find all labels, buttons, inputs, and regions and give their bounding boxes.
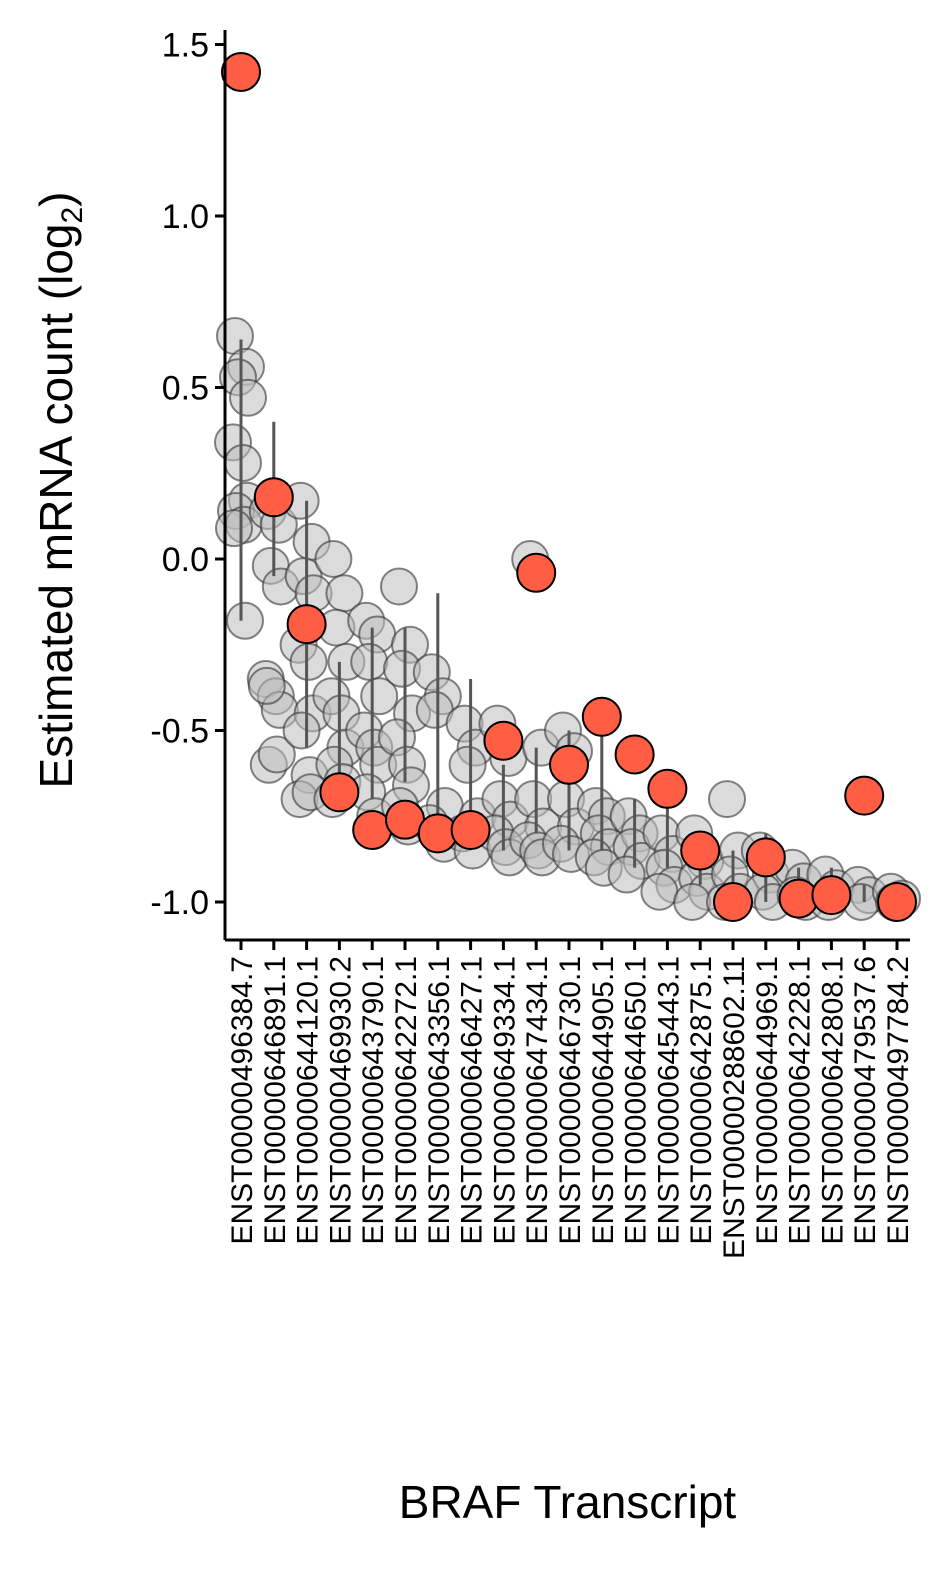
background-point <box>282 711 321 750</box>
background-point <box>215 509 253 548</box>
x-tick-label: ENST00000642272.1 <box>390 956 423 1245</box>
y-tick-label: 0.5 <box>162 370 209 408</box>
x-tick-label: ENST00000647434.1 <box>521 956 554 1245</box>
x-tick-label: ENST00000479537.6 <box>849 956 882 1245</box>
x-tick-label: ENST00000649334.1 <box>488 956 521 1245</box>
x-tick-label: ENST00000288602.11 <box>718 956 751 1259</box>
highlight-point <box>253 477 294 518</box>
y-tick-label: 1.5 <box>162 27 209 65</box>
y-tick-label: -1.0 <box>150 884 209 922</box>
y-axis-title-subscript: 2 <box>56 207 89 224</box>
y-tick-label: 0.0 <box>162 541 209 579</box>
y-ticks-layer: 1.5 1.0 0.5 0.0 -0.5 -1.0 <box>150 27 225 922</box>
y-tick-label: -0.5 <box>150 713 209 751</box>
highlight-point <box>614 734 655 775</box>
x-tick-label: ENST00000642228.1 <box>784 956 817 1245</box>
highlight-point <box>450 809 491 850</box>
background-point <box>673 883 712 921</box>
highlight-point <box>647 768 688 809</box>
x-tick-label: ENST00000646891.1 <box>259 956 292 1245</box>
highlight-point <box>516 552 557 593</box>
highlight-point <box>221 51 261 92</box>
highlight-point <box>680 830 721 871</box>
highlight-point <box>877 882 917 922</box>
background-point <box>257 735 296 774</box>
x-axis-title: BRAF Transcript <box>399 1476 737 1528</box>
highlight-point <box>713 882 753 922</box>
background-point <box>380 567 418 606</box>
background-point <box>229 378 267 417</box>
x-tick-label: ENST00000646730.1 <box>554 956 587 1245</box>
x-tick-label: ENST00000644905.1 <box>587 956 620 1245</box>
x-tick-label: ENST00000642808.1 <box>816 956 849 1245</box>
highlight-point <box>549 744 589 785</box>
highlight-point <box>581 696 622 737</box>
x-tick-label: ENST00000644120.1 <box>292 956 325 1245</box>
x-tick-label: ENST00000646427.1 <box>456 956 489 1245</box>
background-point <box>350 642 389 681</box>
background-point <box>607 855 646 894</box>
x-tick-label: ENST00000497784.2 <box>882 956 915 1245</box>
highlight-point <box>844 775 885 816</box>
x-ticks-layer: ENST00000496384.7 ENST00000646891.1 ENST00… <box>226 940 915 1259</box>
x-tick-label: ENST00000643356.1 <box>423 956 456 1245</box>
y-axis-title: Estimated mRNA count (log2) <box>30 191 89 788</box>
background-point <box>708 780 746 819</box>
background-point <box>289 642 328 681</box>
x-tick-label: ENST00000644969.1 <box>751 956 784 1245</box>
background-point <box>314 540 353 578</box>
background-point <box>640 872 679 911</box>
background-point <box>226 601 264 640</box>
y-tick-label: 1.0 <box>162 198 209 236</box>
x-tick-label: ENST00000643790.1 <box>357 956 390 1245</box>
background-point <box>448 745 487 784</box>
background-point <box>247 666 286 705</box>
y-axis-title-main: Estimated mRNA count (log <box>30 224 82 789</box>
background-point <box>224 443 262 482</box>
highlight-point <box>745 837 786 878</box>
highlight-point <box>319 772 360 813</box>
highlight-points-layer <box>221 51 917 922</box>
x-tick-label: ENST00000645443.1 <box>652 956 685 1245</box>
x-tick-label: ENST00000644650.1 <box>620 956 653 1245</box>
x-tick-label: ENST00000496384.7 <box>226 956 259 1245</box>
highlight-point <box>483 720 524 761</box>
highlight-point <box>286 604 327 645</box>
x-tick-label: ENST00000469930.2 <box>324 956 357 1245</box>
x-tick-label: ENST00000642875.1 <box>685 956 718 1245</box>
y-axis-title-close: ) <box>30 191 82 206</box>
highlight-point <box>811 875 852 916</box>
background-point <box>360 677 399 716</box>
